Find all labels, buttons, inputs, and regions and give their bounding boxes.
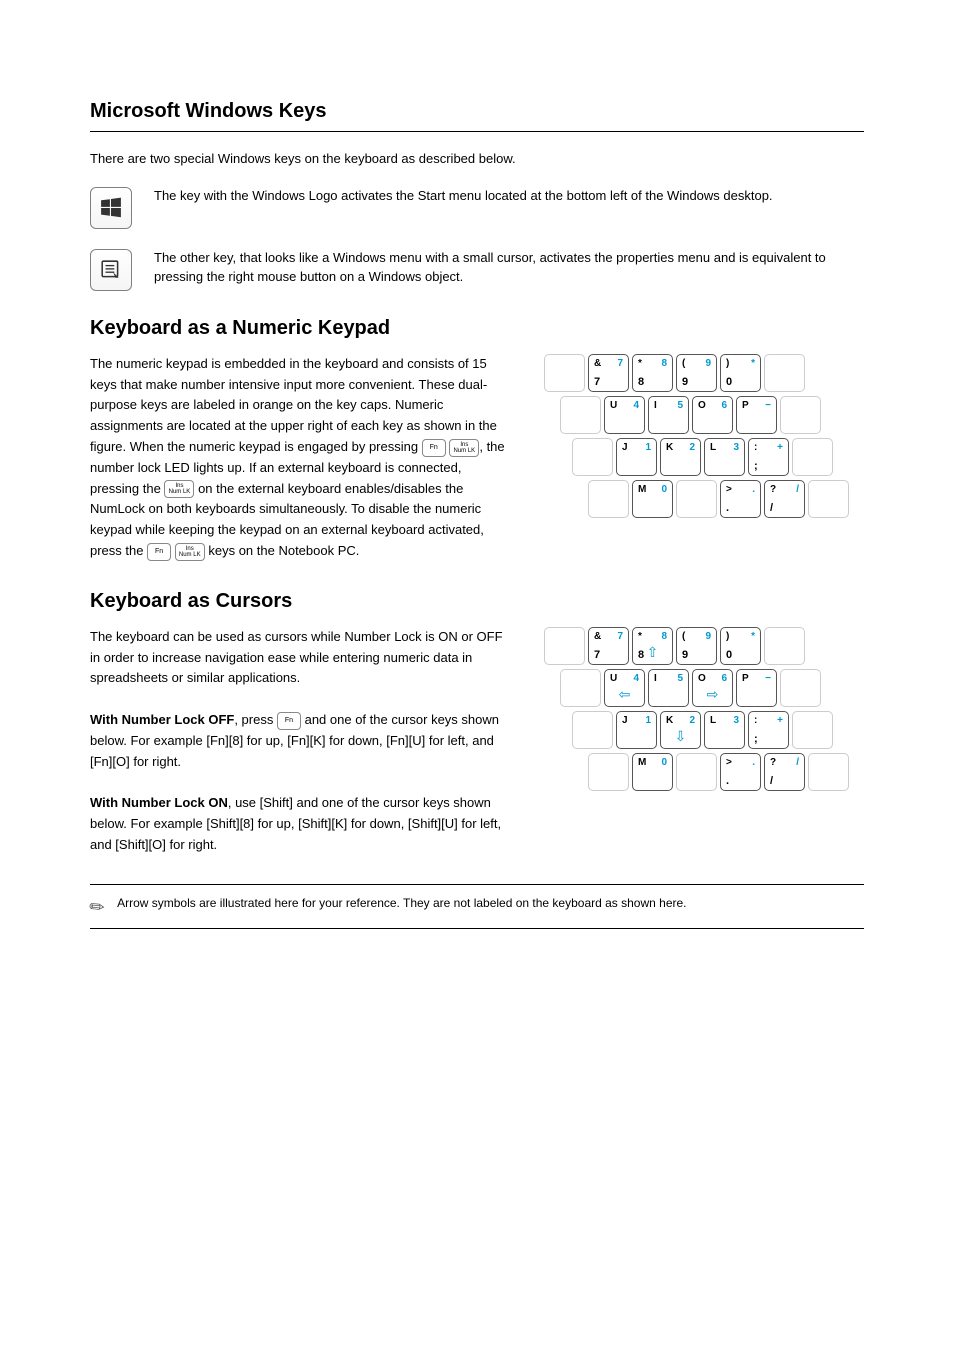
keycap: ?// — [764, 480, 805, 518]
windows-key-icon — [90, 187, 136, 229]
keypad-title: Keyboard as a Numeric Keypad — [90, 317, 864, 340]
fn-key-icon: Fn — [147, 543, 171, 561]
keycap — [780, 396, 821, 434]
cursor-text: The keyboard can be used as cursors whil… — [90, 627, 514, 856]
menu-key-row: The other key, that looks like a Windows… — [90, 249, 864, 291]
keycap: *88⇧ — [632, 627, 673, 665]
note-text: Arrow symbols are illustrated here for y… — [117, 895, 686, 912]
keycap: M0 — [632, 753, 673, 791]
keycap: J1 — [616, 711, 657, 749]
keycap: :+; — [748, 438, 789, 476]
keycap: *88 — [632, 354, 673, 392]
context-menu-icon — [100, 259, 122, 281]
cursor-intro: The keyboard can be used as cursors whil… — [90, 629, 503, 686]
keycap — [676, 480, 717, 518]
keycap: K2⇩ — [660, 711, 701, 749]
keycap — [544, 627, 585, 665]
keycap: K2 — [660, 438, 701, 476]
keycap — [764, 627, 805, 665]
menu-key-desc: The other key, that looks like a Windows… — [154, 249, 864, 287]
keycap: J1 — [616, 438, 657, 476]
keycap: &77 — [588, 627, 629, 665]
keycap: L3 — [704, 438, 745, 476]
keypad-diagram: &77*88(99)*0 U4I5O6P− J1K2L3:+; M0 >..?// — [534, 354, 864, 524]
keycap — [572, 438, 613, 476]
keycap — [808, 480, 849, 518]
keycap — [792, 711, 833, 749]
windows-key-row: The key with the Windows Logo activates … — [90, 187, 864, 229]
keycap: (99 — [676, 354, 717, 392]
cursor-section: The keyboard can be used as cursors whil… — [90, 627, 864, 856]
keycap: >.. — [720, 480, 761, 518]
fn-key-icon: Fn — [422, 439, 446, 457]
keycap — [588, 480, 629, 518]
keycap — [676, 753, 717, 791]
keycap — [588, 753, 629, 791]
keycap: &77 — [588, 354, 629, 392]
keycap — [572, 711, 613, 749]
pencil-icon: ✎ — [85, 894, 110, 920]
keycap: P− — [736, 396, 777, 434]
keycap: ?// — [764, 753, 805, 791]
cursor-off-text: , press — [234, 712, 273, 727]
keycap: P− — [736, 669, 777, 707]
fn-key-icon: Fn — [277, 712, 301, 730]
keycap: I5 — [648, 396, 689, 434]
keycap: M0 — [632, 480, 673, 518]
keycap — [792, 438, 833, 476]
keycap — [560, 396, 601, 434]
menu-key-icon — [90, 249, 136, 291]
cursor-title: Keyboard as Cursors — [90, 590, 864, 613]
keycap: )*0 — [720, 354, 761, 392]
keypad-section: The numeric keypad is embedded in the ke… — [90, 354, 864, 562]
keycap: )*0 — [720, 627, 761, 665]
keycap: U4⇦ — [604, 669, 645, 707]
keypad-text-4: keys on the Notebook PC. — [208, 543, 359, 558]
keycap — [808, 753, 849, 791]
keypad-text: The numeric keypad is embedded in the ke… — [90, 354, 514, 562]
keycap: >.. — [720, 753, 761, 791]
title-rule — [90, 131, 864, 132]
keycap: (99 — [676, 627, 717, 665]
keycap: U4 — [604, 396, 645, 434]
windows-key-desc: The key with the Windows Logo activates … — [154, 187, 773, 206]
keycap: O6 — [692, 396, 733, 434]
ins-numlk-key-icon: InsNum LK — [449, 439, 479, 457]
note-block: ✎ Arrow symbols are illustrated here for… — [90, 884, 864, 929]
ins-numlk-key-icon: InsNum LK — [175, 543, 205, 561]
cursor-on-label: With Number Lock ON — [90, 795, 228, 810]
keycap — [780, 669, 821, 707]
cursor-diagram: &77*88⇧(99)*0 U4⇦I5O6⇨P− J1K2⇩L3:+; M0 >..?/… — [534, 627, 864, 797]
keycap: O6⇨ — [692, 669, 733, 707]
ins-numlk-key-icon: InsNum LK — [164, 480, 194, 498]
cursor-off-label: With Number Lock OFF — [90, 712, 234, 727]
section-title: Microsoft Windows Keys — [90, 100, 864, 123]
keycap — [544, 354, 585, 392]
keycap: I5 — [648, 669, 689, 707]
keycap: L3 — [704, 711, 745, 749]
windows-logo-icon — [100, 197, 122, 219]
keycap — [560, 669, 601, 707]
intro-text: There are two special Windows keys on th… — [90, 150, 864, 169]
keycap: :+; — [748, 711, 789, 749]
keycap — [764, 354, 805, 392]
